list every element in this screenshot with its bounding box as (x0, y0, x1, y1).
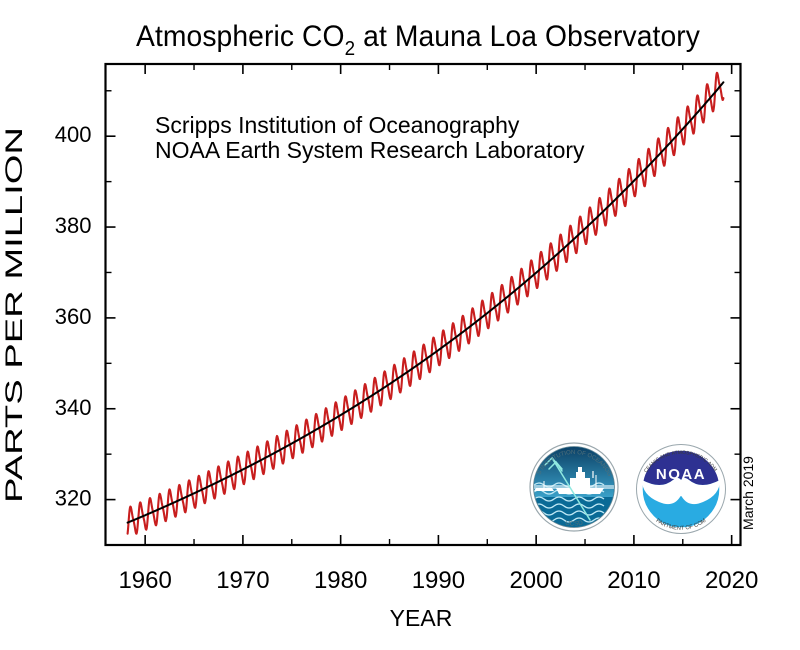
svg-text:YEAR: YEAR (390, 605, 453, 631)
svg-text:2000: 2000 (509, 567, 562, 594)
svg-text:2010: 2010 (607, 567, 660, 594)
svg-text:400: 400 (55, 122, 92, 147)
svg-text:380: 380 (55, 213, 92, 238)
svg-text:360: 360 (55, 304, 92, 329)
svg-text:1990: 1990 (412, 567, 465, 594)
svg-text:1960: 1960 (118, 567, 171, 594)
svg-text:NOAA: NOAA (656, 466, 706, 483)
svg-text:2020: 2020 (705, 567, 758, 594)
svg-text:NOAA Earth System Research Lab: NOAA Earth System Research Laboratory (155, 137, 585, 163)
svg-text:PARTS PER MILLION: PARTS PER MILLION (1, 127, 28, 503)
svg-text:Scripps Institution of Oceanog: Scripps Institution of Oceanography (155, 112, 520, 138)
svg-text:320: 320 (55, 486, 92, 511)
svg-text:1970: 1970 (216, 567, 269, 594)
svg-text:1980: 1980 (314, 567, 367, 594)
svg-text:March 2019: March 2019 (740, 456, 756, 530)
svg-text:340: 340 (55, 395, 92, 420)
